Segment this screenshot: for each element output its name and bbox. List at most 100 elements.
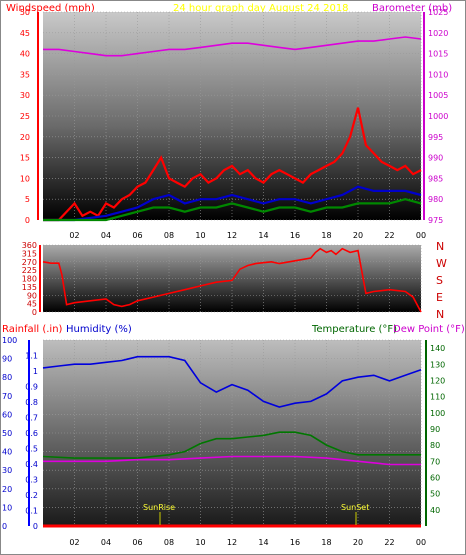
temp-tick-140: 140 bbox=[430, 344, 445, 353]
graph-date-title: 24 hour graph day August 24 2018 bbox=[173, 3, 349, 14]
humidity-tick-30: 30 bbox=[2, 466, 12, 475]
x-tick-wind-10: 10 bbox=[195, 231, 205, 240]
dir-tick-315: 315 bbox=[22, 249, 37, 258]
x-tick-wind-08: 08 bbox=[164, 231, 174, 240]
wind-tick-40: 40 bbox=[20, 50, 30, 59]
humidity-tick-50: 50 bbox=[2, 429, 12, 438]
temp-tick-90: 90 bbox=[430, 425, 440, 434]
compass-north-bottom: N bbox=[436, 308, 444, 321]
wind-tick-35: 35 bbox=[20, 70, 30, 79]
rain-tick-1: 1 bbox=[33, 367, 38, 376]
wind-tick-25: 25 bbox=[20, 112, 30, 121]
x-tick-temp-18: 18 bbox=[321, 538, 331, 547]
dir-tick-180: 180 bbox=[22, 275, 37, 284]
baro-tick-1025: 1025 bbox=[428, 8, 448, 17]
x-tick-wind-14: 14 bbox=[258, 231, 268, 240]
humidity-axis-title: Humidity (%) bbox=[66, 324, 132, 335]
sunrise-label: SunRise bbox=[143, 503, 175, 512]
x-tick-wind-12: 12 bbox=[227, 231, 237, 240]
dir-tick-0: 0 bbox=[32, 308, 37, 317]
x-tick-temp-10: 10 bbox=[195, 538, 205, 547]
rain-tick-1.1: 1.1 bbox=[25, 352, 38, 361]
x-tick-wind-06: 06 bbox=[132, 231, 142, 240]
compass-south: S bbox=[436, 274, 443, 287]
dir-tick-360: 360 bbox=[22, 241, 37, 250]
x-tick-temp-20: 20 bbox=[353, 538, 363, 547]
wind-tick-10: 10 bbox=[20, 174, 30, 183]
baro-tick-1005: 1005 bbox=[428, 91, 448, 100]
wind-tick-45: 45 bbox=[20, 29, 30, 38]
temp-series-1 bbox=[42, 431, 421, 459]
x-tick-temp-08: 08 bbox=[164, 538, 174, 547]
dir-tick-90: 90 bbox=[27, 291, 37, 300]
x-tick-wind-22: 22 bbox=[384, 231, 394, 240]
humidity-tick-80: 80 bbox=[2, 373, 12, 382]
x-tick-temp-00: 00 bbox=[416, 538, 426, 547]
temp-series-2 bbox=[43, 455, 421, 466]
x-tick-temp-22: 22 bbox=[384, 538, 394, 547]
rain-tick-0.4: 0.4 bbox=[25, 460, 38, 469]
wind-series-2 bbox=[43, 198, 422, 222]
x-tick-temp-16: 16 bbox=[290, 538, 300, 547]
rainfall-axis-title: Rainfall (.in) bbox=[2, 324, 63, 335]
temp-tick-100: 100 bbox=[430, 409, 445, 418]
wind-tick-20: 20 bbox=[20, 133, 30, 142]
compass-west: W bbox=[436, 257, 447, 270]
rain-tick-0.8: 0.8 bbox=[25, 398, 38, 407]
x-tick-temp-06: 06 bbox=[132, 538, 142, 547]
humidity-tick-40: 40 bbox=[2, 448, 12, 457]
humidity-tick-60: 60 bbox=[2, 410, 12, 419]
temp-tick-120: 120 bbox=[430, 376, 445, 385]
rain-tick-0: 0 bbox=[33, 522, 38, 531]
wind-tick-0: 0 bbox=[25, 216, 30, 225]
wind-tick-50: 50 bbox=[20, 8, 30, 17]
temp-tick-60: 60 bbox=[430, 473, 440, 482]
rain-tick-0.2: 0.2 bbox=[25, 491, 38, 500]
barometer-axis-title: Barometer (mb) bbox=[372, 3, 452, 14]
rain-tick-0.3: 0.3 bbox=[25, 476, 38, 485]
temp-tick-110: 110 bbox=[430, 393, 445, 402]
baro-tick-1015: 1015 bbox=[428, 50, 448, 59]
baro-tick-990: 990 bbox=[428, 154, 443, 163]
baro-tick-975: 975 bbox=[428, 216, 443, 225]
x-tick-temp-12: 12 bbox=[227, 538, 237, 547]
baro-tick-1020: 1020 bbox=[428, 29, 448, 38]
temperature-axis-title: Temperature (°F) bbox=[311, 324, 397, 335]
humidity-tick-90: 90 bbox=[2, 355, 12, 364]
dir-tick-135: 135 bbox=[22, 283, 37, 292]
temp-series-0 bbox=[42, 355, 422, 408]
dir-tick-45: 45 bbox=[27, 300, 37, 309]
rain-tick-0.5: 0.5 bbox=[25, 445, 38, 454]
compass-north-top: N bbox=[436, 240, 444, 253]
x-tick-wind-16: 16 bbox=[290, 231, 300, 240]
sunset-label: SunSet bbox=[341, 503, 369, 512]
wind-tick-15: 15 bbox=[20, 154, 30, 163]
humidity-tick-20: 20 bbox=[2, 485, 12, 494]
x-tick-temp-14: 14 bbox=[258, 538, 268, 547]
baro-tick-980: 980 bbox=[428, 195, 443, 204]
humidity-tick-100: 100 bbox=[2, 336, 17, 345]
baro-tick-1010: 1010 bbox=[428, 70, 448, 79]
wind-tick-5: 5 bbox=[25, 195, 30, 204]
x-tick-temp-02: 02 bbox=[69, 538, 79, 547]
rain-tick-0.9: 0.9 bbox=[25, 383, 38, 392]
dir-series-0 bbox=[42, 247, 422, 313]
baro-tick-1000: 1000 bbox=[428, 112, 448, 121]
temp-tick-40: 40 bbox=[430, 506, 440, 515]
temp-tick-80: 80 bbox=[430, 441, 440, 450]
x-tick-wind-18: 18 bbox=[321, 231, 331, 240]
wind-series-0 bbox=[43, 107, 422, 222]
windspeed-axis-title: Windspeed (mph) bbox=[6, 3, 95, 14]
x-tick-wind-00: 00 bbox=[416, 231, 426, 240]
x-tick-temp-04: 04 bbox=[101, 538, 111, 547]
chart-marks bbox=[42, 36, 422, 528]
dewpoint-axis-title: Dew Point (°F) bbox=[393, 324, 465, 335]
x-tick-wind-04: 04 bbox=[101, 231, 111, 240]
dir-tick-270: 270 bbox=[22, 258, 37, 267]
humidity-tick-70: 70 bbox=[2, 392, 12, 401]
tick-labels: 0202040406060808101012121414161618182020… bbox=[2, 8, 448, 547]
compass-east: E bbox=[436, 291, 443, 304]
baro-tick-995: 995 bbox=[428, 133, 443, 142]
